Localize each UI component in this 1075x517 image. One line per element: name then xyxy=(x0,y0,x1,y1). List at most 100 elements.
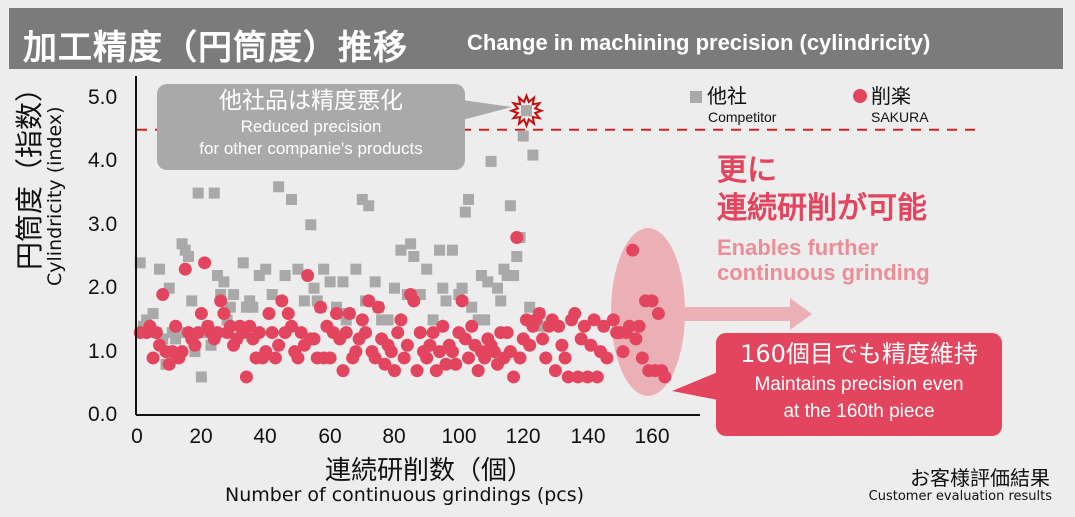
y-tick: 0.0 xyxy=(88,403,118,426)
legend-sakura: 削楽 SAKURA xyxy=(853,80,929,125)
competitor-point xyxy=(511,251,523,262)
competitor-point xyxy=(414,289,426,301)
competitor-point xyxy=(395,244,407,256)
sakura-point xyxy=(429,364,443,378)
further-en-line1: Enables further xyxy=(717,235,879,260)
competitor-point xyxy=(376,314,388,326)
sakura-point xyxy=(513,351,527,365)
further-grinding-subtext: Enables further continuous grinding xyxy=(717,235,930,285)
y-tick: 5.0 xyxy=(88,86,118,109)
title-en: Change in machining precision (cylindric… xyxy=(467,30,931,55)
competitor-callout: 他社品は精度悪化 Reduced precision for other com… xyxy=(157,84,465,170)
y-tick: 1.0 xyxy=(88,340,118,363)
competitor-point xyxy=(466,301,478,313)
sakura-point xyxy=(349,345,363,359)
sakura-point xyxy=(307,332,321,346)
y-tick: 4.0 xyxy=(88,149,118,172)
sakura-point xyxy=(217,307,231,321)
competitor-point xyxy=(463,193,475,205)
competitor-point xyxy=(224,301,236,313)
further-jp-line1: 更に xyxy=(717,153,777,188)
sakura-point xyxy=(146,351,160,365)
competitor-point xyxy=(389,282,400,294)
competitor-point xyxy=(260,263,272,275)
sakura-point xyxy=(487,345,501,359)
sakura-point xyxy=(581,370,595,384)
competitor-point xyxy=(446,244,458,256)
title-jp: 加工精度（円筒度）推移 xyxy=(23,28,408,68)
sakura-point xyxy=(616,345,630,359)
sakura-point xyxy=(423,338,437,352)
sakura-point xyxy=(645,294,659,308)
maintain-en1: Maintains precision even xyxy=(754,374,964,395)
competitor-point xyxy=(183,251,194,262)
sakura-point xyxy=(214,294,228,308)
sakura-point xyxy=(523,338,537,352)
sakura-point xyxy=(397,351,411,365)
competitor-point xyxy=(134,257,146,269)
sakura-point xyxy=(571,370,585,384)
sakura-point xyxy=(478,351,492,365)
sakura-point xyxy=(510,230,524,244)
competitor-point xyxy=(192,187,204,199)
competitor-point xyxy=(498,263,510,275)
legend-competitor: 他社 Competitor xyxy=(690,80,776,125)
sakura-point xyxy=(420,351,434,365)
square-marker-icon xyxy=(690,91,702,103)
x-tick: 40 xyxy=(253,425,277,448)
further-jp-line2: 連続研削が可能 xyxy=(717,191,927,226)
competitor-point xyxy=(421,263,433,275)
source-jp: お客様評価結果 xyxy=(910,466,1050,490)
sakura-point xyxy=(313,300,327,314)
competitor-point xyxy=(405,238,417,250)
competitor-point xyxy=(173,327,185,339)
competitor-point xyxy=(170,333,182,345)
competitor-point xyxy=(459,206,471,218)
x-tick: 80 xyxy=(382,425,406,448)
sakura-point xyxy=(275,294,289,308)
sakura-point xyxy=(339,326,353,340)
sakura-point xyxy=(433,345,447,359)
legend-competitor-en: Competitor xyxy=(708,109,777,125)
competitor-point xyxy=(427,314,439,326)
competitor-point xyxy=(240,301,252,313)
y-axis-label-en: Cylindricity (index) xyxy=(44,106,66,286)
competitor-point xyxy=(524,301,536,313)
sakura-point xyxy=(555,338,569,352)
sakura-point xyxy=(458,332,472,346)
competitor-point xyxy=(286,193,297,205)
sakura-point xyxy=(500,326,514,340)
sakura-point xyxy=(252,326,266,340)
competitor-point xyxy=(475,270,487,282)
sakura-point xyxy=(658,370,672,384)
sakura-point xyxy=(291,351,305,365)
sakura-point xyxy=(449,357,463,371)
sakura-point xyxy=(178,262,192,276)
sakura-point xyxy=(632,319,646,333)
competitor-point xyxy=(337,276,349,288)
sakura-point xyxy=(188,338,202,352)
competitor-point xyxy=(440,295,452,307)
competitor-point xyxy=(508,270,520,282)
sakura-point xyxy=(465,319,479,333)
y-tick: 3.0 xyxy=(88,213,118,236)
sakura-point xyxy=(539,351,553,365)
sakura-point xyxy=(301,269,315,283)
competitor-point xyxy=(437,282,449,294)
legend-competitor-jp: 他社 xyxy=(707,84,747,108)
competitor-point xyxy=(266,289,278,301)
competitor-point xyxy=(141,314,153,326)
competitor-point xyxy=(273,181,285,193)
x-tick: 140 xyxy=(570,425,606,448)
x-tick: 120 xyxy=(505,425,541,448)
sakura-point xyxy=(378,357,392,371)
x-tick: 160 xyxy=(634,425,670,448)
sakura-point xyxy=(503,345,517,359)
maintain-precision-callout: 160個目でも精度維持 Maintains precision even at … xyxy=(716,333,1002,436)
competitor-point xyxy=(527,149,539,161)
sakura-point xyxy=(410,364,424,378)
sakura-point xyxy=(294,326,308,340)
competitor-point xyxy=(520,105,532,117)
x-tick: 0 xyxy=(131,425,143,448)
